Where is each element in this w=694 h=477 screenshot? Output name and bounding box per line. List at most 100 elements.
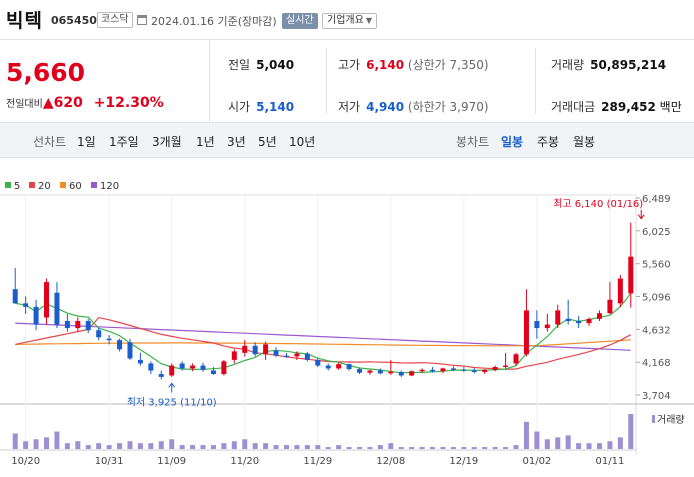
volume-bar (44, 437, 50, 449)
candle-body (242, 345, 248, 353)
volume-bar (471, 447, 477, 449)
company-info-button[interactable]: 기업개요 ▼ (322, 13, 377, 29)
volume-bar (346, 447, 352, 449)
high-value: 6,140 (366, 58, 405, 72)
candle-body (450, 368, 456, 370)
x-tick-label: 10/31 (95, 456, 124, 467)
candle-body (33, 306, 39, 325)
volume-bar (64, 443, 70, 449)
candlestick-chart: 6,489 6,025 5,560 5,096 4,632 4,168 3,704 10/20… (0, 181, 694, 467)
volume-bar (450, 447, 456, 449)
legend-label: 20 (38, 181, 51, 192)
volume-bar (607, 441, 613, 449)
period-1d[interactable]: 1일 (77, 135, 96, 149)
candle-body (169, 365, 175, 376)
open-price: 시가 5,140 (228, 98, 294, 115)
period-1y[interactable]: 1년 (196, 135, 215, 149)
volume: 거래량 50,895,214 (551, 56, 666, 73)
stock-code: 065450 (51, 14, 97, 27)
y-tick-label: 4,632 (642, 325, 671, 336)
volume-bar (137, 443, 143, 449)
candle-body (565, 318, 571, 322)
amount-unit: 백만 (659, 100, 682, 114)
volume-bar (231, 441, 237, 449)
candle-body (252, 345, 258, 355)
up-arrow-icon: ▲ (42, 95, 54, 111)
prev-label: 전일 (228, 58, 251, 72)
volume-bar (33, 439, 39, 449)
open-value: 5,140 (256, 100, 295, 114)
candle-body (283, 355, 289, 357)
divider (326, 48, 327, 114)
candle-body (137, 359, 143, 364)
candle-weekly[interactable]: 주봉 (537, 135, 560, 149)
y-tick-label: 5,096 (642, 293, 671, 304)
volume-bar (492, 447, 498, 449)
candle-chart-label: 봉차트 (456, 135, 490, 149)
candle-daily[interactable]: 일봉 (501, 135, 524, 149)
volume-bar (263, 443, 269, 449)
y-tick-label: 6,489 (642, 194, 671, 205)
volume-bar (75, 441, 81, 449)
candle-monthly[interactable]: 월봉 (573, 135, 596, 149)
candle-body (158, 374, 164, 377)
period-3m[interactable]: 3개월 (152, 135, 182, 149)
ma20-line (15, 316, 632, 370)
legend-swatch (91, 182, 97, 188)
period-10y[interactable]: 10년 (289, 135, 316, 149)
candle-body (471, 370, 477, 372)
period-1w[interactable]: 1주일 (109, 135, 139, 149)
candle-body (294, 353, 300, 357)
ma60-line (15, 339, 631, 347)
candle-body (127, 342, 133, 359)
open-label: 시가 (228, 100, 251, 114)
change-label: 전일대비 (6, 99, 43, 110)
period-3y[interactable]: 3년 (227, 135, 246, 149)
candle-body (304, 353, 310, 360)
x-tick-label: 11/29 (303, 456, 332, 467)
line-chart-label: 선차트 (33, 135, 67, 149)
candle-body (492, 366, 498, 370)
y-tick-label: 5,560 (642, 260, 671, 271)
market-badge: 코스닥 (97, 12, 133, 28)
volume-bar (304, 445, 310, 449)
candle-body (117, 340, 123, 350)
candle-body (85, 321, 91, 331)
candle-body (398, 371, 404, 376)
candle-body (336, 364, 342, 369)
volume-bar (555, 437, 561, 449)
volume-bar (409, 447, 415, 449)
volume-bar (461, 447, 467, 449)
candle-body (54, 292, 60, 325)
volume-bar (96, 443, 102, 449)
low-price: 저가 4,940 (하한가 3,970) (338, 98, 489, 115)
high-arrow-icon (637, 210, 645, 220)
reference-date: 2024.01.16 기준(장마감) (151, 15, 277, 28)
quote-info-table: 전일 5,040 고가 6,140 (상한가 7,350) 거래량 50,895,21… (209, 40, 694, 122)
upper-limit: (상한가 7,350) (407, 58, 489, 72)
y-tick-label: 4,168 (642, 358, 671, 369)
candle-body (325, 365, 331, 369)
candle-body (555, 310, 561, 325)
candle-body (596, 313, 602, 319)
trade-amount: 거래대금 289,452 백만 (551, 98, 682, 115)
candle-body (96, 330, 102, 338)
amount-value: 289,452 (601, 100, 656, 114)
amount-label: 거래대금 (551, 100, 596, 114)
candle-body (346, 364, 352, 370)
legend-label: 120 (100, 181, 119, 192)
volume-label: 거래량 (551, 58, 585, 72)
candle-body (513, 354, 519, 364)
candle-body (190, 365, 196, 369)
candle-body (534, 321, 540, 329)
volume-bar (221, 443, 227, 449)
candle-body (315, 359, 321, 366)
volume-bar (190, 445, 196, 449)
realtime-button[interactable]: 실시간 (282, 13, 318, 29)
period-5y[interactable]: 5년 (258, 135, 277, 149)
candle-body (221, 361, 227, 375)
low-annotation: 최저 3,925 (11/10) (127, 396, 217, 408)
candle-body (503, 365, 509, 367)
candle-body (210, 370, 216, 375)
y-tick-label: 3,704 (642, 391, 671, 402)
